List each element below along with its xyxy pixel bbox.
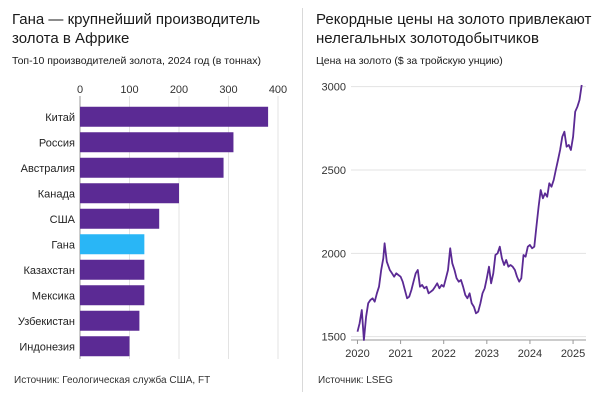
right-chart-title: Рекордные цены на золото привлекают неле… — [316, 10, 591, 48]
bar-category-label: Мексика — [32, 290, 76, 302]
bar-x-tick-label: 300 — [219, 84, 237, 96]
bar-series — [80, 183, 179, 204]
bar-category-label: Китай — [45, 112, 75, 124]
line-y-tick-label: 1500 — [322, 332, 346, 344]
bar-x-tick-label: 400 — [269, 84, 287, 96]
bar-category-label: Гана — [51, 239, 76, 251]
line-y-tick-label: 2500 — [322, 165, 346, 177]
right-title-line-2: нелегальных золотодобытчиков — [316, 30, 539, 47]
bar-category-label: Россия — [39, 137, 75, 149]
line-x-tick-label: 2021 — [388, 348, 412, 360]
line-y-tick-label: 2000 — [322, 248, 346, 260]
bar-series — [80, 310, 140, 331]
right-title-line-1: Рекордные цены на золото привлекают — [316, 11, 592, 28]
line-chart: 1500 2000 2500 3000 2020 2021 2022 2023 2024 2025 — [322, 82, 586, 360]
bar-series — [80, 285, 145, 306]
line-x-tick-label: 2022 — [431, 348, 455, 360]
gold-price-line — [356, 84, 583, 341]
bar-x-tick-label: 0 — [77, 84, 83, 96]
bar-x-tick-label: 200 — [170, 84, 188, 96]
bar-series — [80, 208, 160, 229]
right-panel: Рекордные цены на золото привлекают неле… — [306, 0, 597, 400]
bar-series — [80, 106, 269, 127]
bar-highlight — [80, 234, 145, 255]
bar-series — [80, 157, 224, 178]
bar-x-tick-label: 100 — [120, 84, 138, 96]
bar-category-label: США — [50, 214, 76, 226]
left-title-line-1: Гана — крупнейший производитель — [12, 11, 261, 28]
line-x-tick-label: 2023 — [475, 348, 499, 360]
bar-category-label: Канада — [38, 188, 76, 200]
bar-category-label: Индонезия — [19, 341, 75, 353]
bar-series — [80, 132, 234, 153]
bar-series — [80, 259, 145, 280]
left-title-line-2: золота в Африке — [12, 30, 130, 47]
bar-category-label: Австралия — [21, 163, 75, 175]
right-source-note: Источник: LSEG — [318, 375, 393, 386]
bar-category-label: Узбекистан — [18, 316, 75, 328]
line-x-tick-label: 2024 — [518, 348, 542, 360]
line-y-tick-label: 3000 — [322, 82, 346, 94]
right-chart-subtitle: Цена на золото ($ за тройскую унцию) — [316, 55, 503, 67]
line-x-tick-label: 2020 — [345, 348, 369, 360]
panel-divider — [302, 8, 303, 392]
bar-category-label: Казахстан — [23, 265, 75, 277]
bar-series — [80, 336, 130, 357]
left-panel: Гана — крупнейший производитель золота в… — [12, 10, 287, 386]
left-chart-title: Гана — крупнейший производитель золота в… — [12, 10, 260, 48]
left-chart-subtitle: Топ-10 производителей золота, 2024 год (… — [12, 55, 262, 67]
left-source-note: Источник: Геологическая служба США, FT — [14, 375, 211, 386]
line-x-tick-label: 2025 — [561, 348, 585, 360]
bar-chart: 0 100 200 300 400 Китай Россия Австралия Канада С… — [18, 84, 287, 359]
